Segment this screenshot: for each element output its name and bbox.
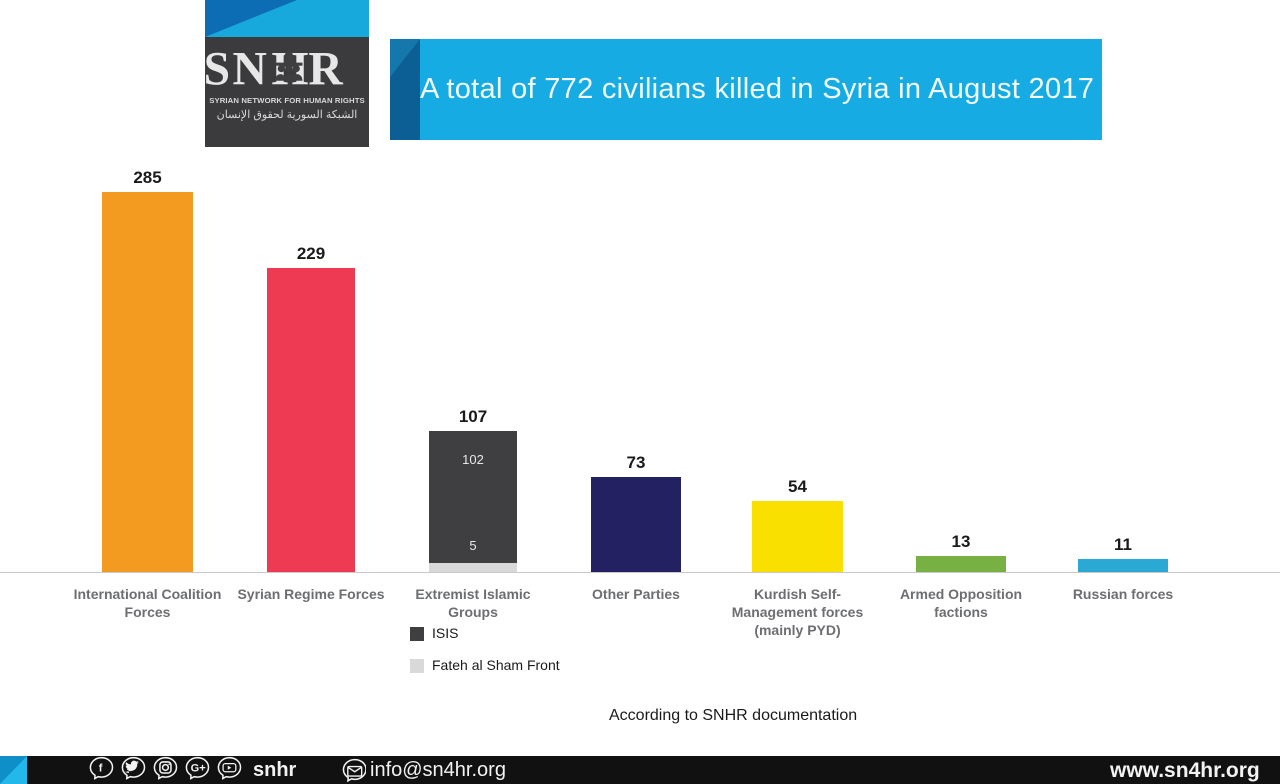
svg-text:G+: G+ bbox=[191, 763, 206, 775]
svg-text:f: f bbox=[99, 763, 103, 775]
